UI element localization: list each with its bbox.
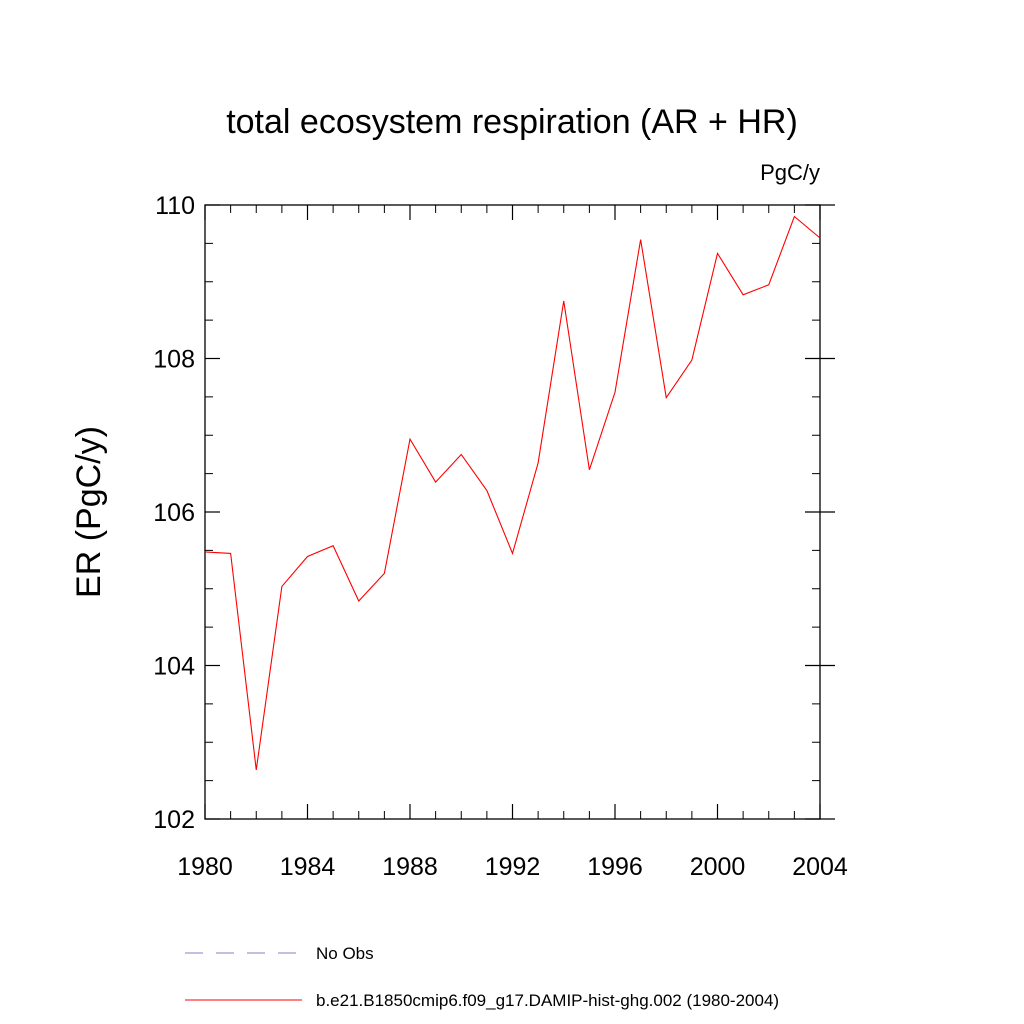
y-tick-label: 106: [153, 499, 195, 527]
legend-label: No Obs: [316, 944, 374, 963]
chart-title: total ecosystem respiration (AR + HR): [226, 103, 798, 141]
y-tick-label: 102: [153, 806, 195, 834]
y-tick-label: 104: [153, 653, 195, 681]
legend: No Obs b.e21.B1850cmip6.f09_g17.DAMIP-his…: [185, 944, 779, 1010]
series-layer: [204, 215, 821, 770]
x-tick-label: 1988: [382, 853, 438, 881]
x-tick-label: 1984: [280, 853, 336, 881]
x-tick-label: 2000: [690, 853, 746, 881]
series-line: [204, 215, 821, 770]
x-tick-label: 1996: [587, 853, 643, 881]
legend-label: b.e21.B1850cmip6.f09_g17.DAMIP-hist-ghg.…: [316, 991, 779, 1010]
x-tick-label: 1980: [177, 853, 233, 881]
plot-frame: [204, 204, 821, 820]
x-tick-label: 2004: [792, 853, 848, 881]
y-tick-label: 110: [155, 192, 195, 220]
axes: [204, 204, 821, 820]
ticks: 1980 1984 1988 1992 1996 2000 2004 102 104 106 108…: [153, 192, 848, 881]
units-label: PgC/y: [760, 160, 820, 185]
x-tick-label: 1992: [485, 853, 541, 881]
y-axis-label: ER (PgC/y): [70, 426, 108, 598]
y-tick-label: 108: [153, 346, 195, 374]
